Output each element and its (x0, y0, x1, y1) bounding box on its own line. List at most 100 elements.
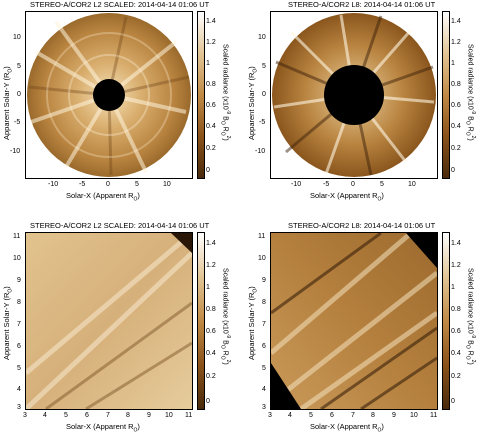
y-tick: -10 (255, 148, 266, 155)
x-axis-label: Solar-X (Apparent RO) (66, 191, 140, 203)
panel-title: STEREO-A/COR2 L8: 2014-04-14 01:06 UT (288, 0, 436, 9)
cbar-tick: 0.4 (451, 123, 461, 130)
y-tick: 6 (17, 343, 21, 350)
coronagraph-image (270, 232, 438, 410)
cbar-tick: 1 (451, 60, 455, 67)
cbar-tick: 0.4 (206, 123, 216, 130)
panel-title: STEREO-A/COR2 L8: 2014-04-14 01:06 UT (288, 221, 436, 230)
y-tick: 6 (262, 343, 266, 350)
y-tick: 4 (262, 386, 266, 393)
cbar-tick: 0 (451, 398, 455, 405)
y-tick: 5 (262, 365, 266, 372)
x-tick: 8 (371, 412, 375, 419)
x-tick: 6 (85, 412, 89, 419)
y-tick: 11 (13, 233, 21, 240)
cbar-label: Scaled radiance (x10-9 BO RO2) (219, 268, 231, 365)
cbar-label: Scaled radiance (x10-9 BO RO2) (219, 44, 231, 141)
cbar-tick: 0.2 (451, 145, 461, 152)
y-tick: 8 (262, 299, 266, 306)
x-tick: 10 (410, 412, 418, 419)
cbar-tick: 1.4 (206, 240, 216, 247)
cbar-tick: 1.2 (206, 39, 216, 46)
y-tick: 5 (17, 63, 21, 70)
y-tick: 4 (17, 386, 21, 393)
x-tick: 8 (126, 412, 130, 419)
x-tick: -10 (48, 181, 59, 188)
y-tick: 10 (13, 34, 21, 41)
x-tick: 7 (351, 412, 355, 419)
x-tick: 0 (106, 181, 110, 188)
x-tick: 11 (430, 412, 438, 419)
y-tick: 11 (258, 233, 266, 240)
y-tick: 3 (262, 404, 266, 411)
cbar-tick: 1.2 (451, 39, 461, 46)
coronagraph-image (25, 232, 193, 410)
cbar-tick: 0.8 (206, 81, 216, 88)
x-tick: 11 (185, 412, 193, 419)
x-tick: 5 (64, 412, 68, 419)
y-tick: 3 (17, 404, 21, 411)
colorbar (197, 11, 205, 179)
cbar-tick: 0 (206, 167, 210, 174)
cbar-tick: 0.6 (451, 102, 461, 109)
cbar-tick: 1 (206, 60, 210, 67)
y-tick: 10 (258, 34, 266, 41)
x-axis-label: Solar-X (Apparent RO) (310, 191, 384, 203)
cbar-tick: 0.6 (206, 102, 216, 109)
cbar-tick: 1.4 (206, 18, 216, 25)
y-tick: 0 (262, 91, 266, 98)
y-tick: -5 (14, 119, 21, 126)
y-axis-label: Apparent Solar-Y (RO) (247, 66, 259, 140)
y-tick: 0 (17, 91, 21, 98)
cbar-tick: 0.8 (206, 306, 216, 313)
cbar-tick: 0.2 (206, 373, 216, 380)
x-tick: 5 (309, 412, 313, 419)
cbar-tick: 0.4 (206, 350, 216, 357)
y-tick: 7 (262, 321, 266, 328)
y-tick: -5 (259, 119, 266, 126)
y-tick: 9 (17, 277, 21, 284)
y-tick: 10 (258, 255, 266, 262)
x-tick: -10 (291, 181, 302, 188)
cbar-tick: 0.8 (451, 81, 461, 88)
x-tick: 7 (106, 412, 110, 419)
y-tick: 9 (262, 277, 266, 284)
cbar-tick: 0.2 (451, 373, 461, 380)
cbar-tick: 1 (206, 284, 210, 291)
x-tick: 4 (43, 412, 47, 419)
cbar-tick: 1.4 (451, 18, 461, 25)
x-tick: 9 (147, 412, 151, 419)
y-tick: 5 (262, 63, 266, 70)
cbar-tick: 0.6 (451, 328, 461, 335)
cbar-label: Scaled radiance (x10-9 BO RO2) (464, 44, 476, 141)
x-tick: 3 (268, 412, 272, 419)
x-tick: 3 (23, 412, 27, 419)
y-tick: 10 (13, 255, 21, 262)
y-tick: 7 (17, 321, 21, 328)
x-tick: 9 (392, 412, 396, 419)
cbar-tick: 0 (206, 398, 210, 405)
x-tick: 10 (165, 412, 173, 419)
cbar-tick: 1.2 (451, 262, 461, 269)
panel-title: STEREO-A/COR2 L2 SCALED: 2014-04-14 01:0… (30, 0, 210, 9)
x-tick: 6 (330, 412, 334, 419)
x-tick: 10 (408, 181, 416, 188)
y-tick: 5 (17, 365, 21, 372)
coronagraph-image (270, 11, 438, 179)
x-tick: 0 (351, 181, 355, 188)
x-tick: 5 (135, 181, 139, 188)
x-axis-label: Solar-X (Apparent RO) (310, 422, 384, 434)
x-axis-label: Solar-X (Apparent RO) (66, 422, 140, 434)
x-tick: 10 (163, 181, 171, 188)
cbar-tick: 0.8 (451, 306, 461, 313)
x-tick: 4 (288, 412, 292, 419)
x-tick: -5 (323, 181, 330, 188)
coronagraph-image (25, 11, 193, 179)
y-axis-label: Apparent Solar-Y (RO) (247, 286, 259, 360)
y-tick: -10 (10, 148, 21, 155)
colorbar (197, 232, 205, 410)
colorbar (442, 232, 450, 410)
cbar-tick: 1.4 (451, 240, 461, 247)
cbar-label: Scaled radiance (x10-9 BO RO2) (464, 268, 476, 365)
x-tick: 5 (380, 181, 384, 188)
